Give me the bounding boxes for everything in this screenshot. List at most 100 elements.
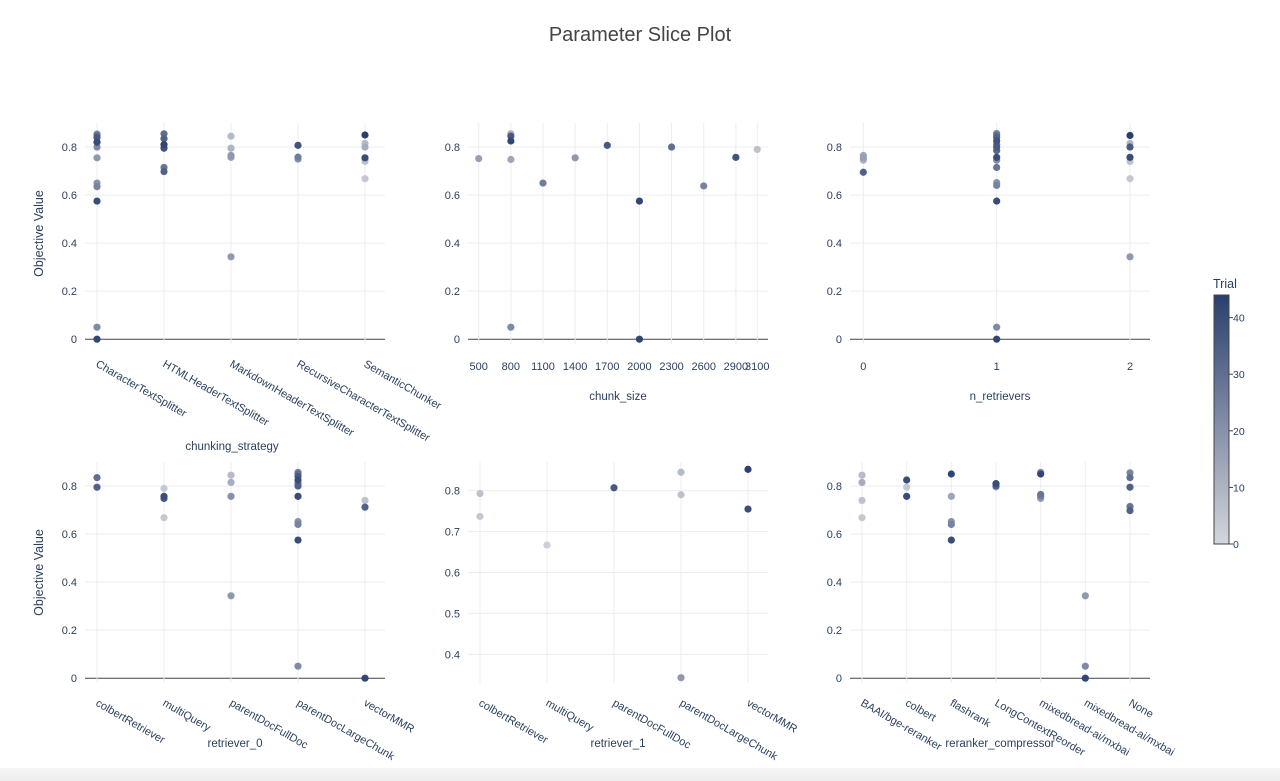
data-point: [677, 491, 685, 499]
x-tick-label: 3100: [745, 361, 769, 373]
x-tick-label: 800: [502, 361, 520, 373]
y-tick-label: 0: [71, 334, 77, 346]
y-tick-label: 0.8: [445, 142, 460, 154]
data-point: [507, 155, 515, 164]
data-point: [993, 181, 1001, 190]
data-point: [294, 476, 302, 484]
data-point: [160, 141, 168, 149]
data-point: [993, 153, 1001, 161]
data-point: [361, 131, 369, 139]
data-point: [1081, 674, 1089, 682]
x-tick-label: vectorMMR: [745, 697, 800, 736]
data-point: [993, 197, 1001, 205]
x-tick-label: 2: [1127, 361, 1133, 373]
x-tick-label: colbertRetriever: [477, 697, 551, 746]
colorbar-bar: [1213, 294, 1230, 545]
data-point: [858, 514, 866, 522]
x-tick-label: 2900: [724, 361, 748, 373]
data-point: [294, 141, 302, 149]
x-axis-title: reranker_compressor: [945, 738, 1054, 750]
data-point: [700, 182, 708, 190]
data-point: [571, 154, 579, 162]
data-point: [858, 471, 866, 479]
y-tick-label: 0.6: [827, 190, 842, 202]
x-axis-title: chunking_strategy: [185, 441, 279, 453]
data-point: [543, 541, 551, 549]
data-point: [160, 514, 168, 522]
data-point: [160, 484, 168, 493]
data-point: [732, 153, 740, 161]
x-tick-label: 1400: [563, 361, 587, 373]
x-tick-label: BAAI/bge-reranker: [859, 697, 944, 753]
data-point: [361, 143, 369, 151]
data-point: [1126, 143, 1134, 151]
data-point: [507, 137, 515, 145]
x-tick-label: None: [1127, 697, 1156, 721]
x-tick-label: HTMLHeaderTextSplitter: [161, 358, 272, 429]
slice-panel-chunking-strategy: 00.20.40.60.8CharacterTextSplitterHTMLHe…: [32, 123, 444, 453]
data-point: [294, 482, 302, 490]
data-point: [160, 135, 168, 143]
data-point: [635, 197, 644, 205]
data-point: [294, 492, 302, 500]
data-point: [993, 137, 1001, 145]
data-point: [947, 492, 955, 500]
y-tick-label: 0.5: [445, 608, 460, 620]
x-tick-label: vectorMMR: [362, 697, 417, 736]
x-tick-label: 2300: [659, 361, 683, 373]
data-point: [603, 141, 611, 149]
y-axis-title: Objective Value: [32, 529, 46, 616]
data-point: [93, 335, 101, 343]
y-tick-label: 0: [836, 673, 842, 685]
window-bottom-bar: [0, 768, 1280, 781]
y-tick-label: 0.4: [62, 238, 77, 250]
data-point: [744, 465, 752, 473]
data-point: [93, 154, 101, 162]
data-point: [744, 505, 752, 513]
data-point: [294, 662, 302, 670]
data-point: [1126, 253, 1134, 261]
data-point: [610, 484, 618, 492]
x-tick-label: colbertRetriever: [94, 697, 168, 746]
data-point: [1126, 506, 1134, 515]
y-tick-label: 0.2: [62, 286, 77, 298]
data-point: [903, 476, 911, 484]
data-point: [1126, 483, 1134, 491]
x-axis-title: retriever_0: [208, 738, 263, 750]
data-point: [903, 492, 911, 500]
slice-panel-retriever-1: 0.4 0.5 0.6 0.7 0.8 colbertRetrievermultiQuer…: [445, 462, 800, 763]
y-tick-label: 0.2: [62, 625, 77, 637]
slice-panel-chunk-size: 0 0.2 0.4 0.6 0.8 500 800 1100 1400 1700 2000 2300 2…: [445, 123, 770, 403]
y-tick-label: 0: [71, 673, 77, 685]
x-axis-title: chunk_size: [589, 391, 647, 403]
x-tick-label: 2000: [627, 361, 651, 373]
data-point: [361, 154, 369, 162]
data-point: [947, 520, 955, 529]
data-point: [294, 536, 302, 544]
data-point: [227, 471, 235, 479]
x-tick-label: 1100: [531, 361, 555, 373]
colorbar-tick-label: 20: [1233, 426, 1245, 438]
y-tick-label: 0.2: [445, 286, 460, 298]
y-tick-label: 0.2: [827, 286, 842, 298]
x-tick-label: RecursiveCharacterTextSplitter: [295, 358, 433, 444]
data-point: [294, 153, 302, 161]
data-point: [1037, 470, 1045, 478]
data-point: [1126, 474, 1134, 482]
colorbar-tick-label: 40: [1233, 313, 1245, 325]
y-tick-label: 0.2: [827, 625, 842, 637]
x-tick-label: 1: [994, 361, 1000, 373]
data-point: [993, 323, 1001, 331]
y-tick-label: 0.6: [445, 190, 460, 202]
x-tick-label: 2600: [691, 361, 715, 373]
data-point: [677, 468, 685, 476]
data-point: [93, 474, 101, 482]
y-tick-label: 0: [836, 334, 842, 346]
data-point: [93, 323, 101, 331]
chart-title: Parameter Slice Plot: [548, 24, 732, 46]
data-point: [858, 478, 866, 487]
x-tick-label: multiQuery: [161, 697, 213, 734]
data-point: [361, 496, 369, 505]
